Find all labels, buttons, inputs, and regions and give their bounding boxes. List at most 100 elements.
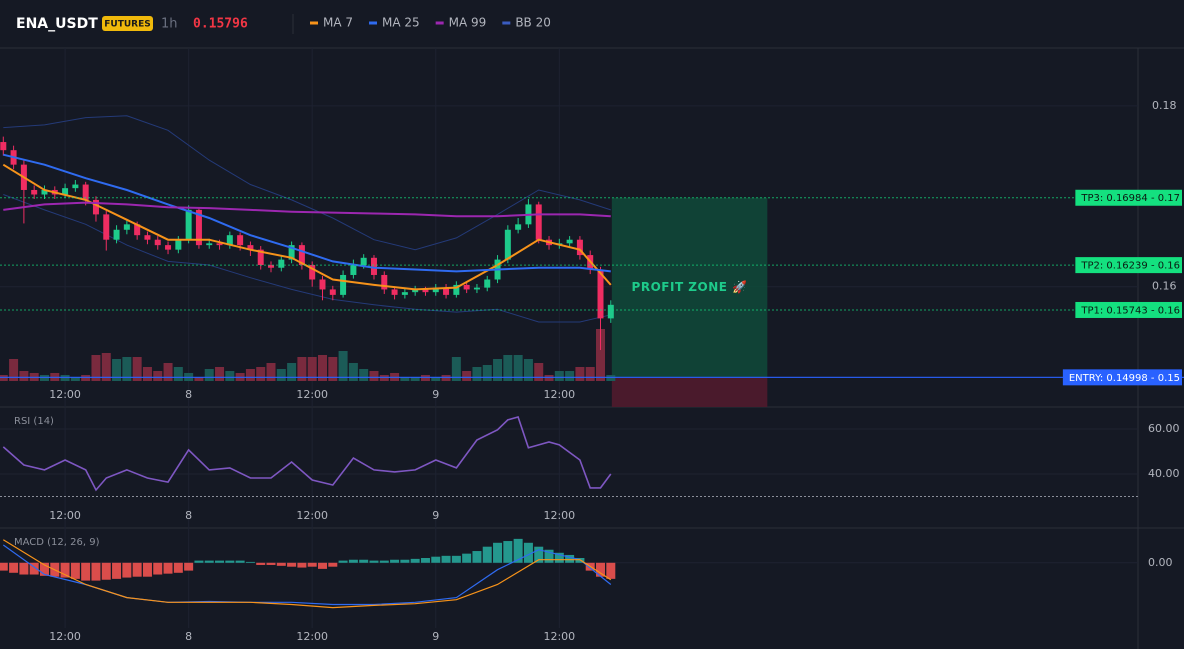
candle-body: [216, 243, 223, 246]
candle-body: [103, 214, 110, 240]
x-tick-label: 12:00: [543, 630, 575, 643]
legend-label: MA 7: [323, 16, 353, 30]
macd-histogram: [390, 559, 400, 563]
volume-bar: [400, 377, 410, 381]
volume-bar: [472, 367, 482, 381]
volume-bar: [153, 371, 163, 381]
macd-histogram: [142, 562, 152, 577]
bb-upper: [3, 115, 611, 251]
macd-histogram: [132, 562, 142, 577]
x-tick-label: 12:00: [49, 509, 81, 522]
macd-histogram: [441, 555, 451, 563]
macd-histogram: [0, 562, 8, 571]
candle-body: [185, 209, 192, 240]
candle-body: [92, 199, 99, 215]
volume-bar: [493, 359, 503, 381]
volume-bar: [441, 375, 451, 381]
macd-histogram: [317, 562, 327, 569]
candle-body: [401, 292, 408, 295]
level-tag-label: ENTRY: 0.14998 - 0.15: [1069, 373, 1180, 384]
volume-bar: [606, 375, 616, 381]
volume-bar: [9, 359, 19, 381]
candle-body: [257, 249, 264, 266]
candle-body: [422, 289, 429, 293]
macd-histogram: [235, 560, 245, 563]
volume-bar: [565, 371, 575, 381]
macd-histogram: [359, 559, 369, 563]
macd-histogram: [276, 562, 286, 566]
candle-body: [515, 224, 522, 230]
macd-histogram: [29, 562, 39, 575]
volume-bar: [122, 357, 132, 381]
macd-histogram: [101, 562, 111, 580]
candle-body: [340, 274, 347, 295]
volume-bar: [317, 355, 327, 381]
macd-histogram: [173, 562, 183, 573]
level-tag-label: TP1: 0.15743 - 0.16: [1080, 305, 1180, 316]
macd-histogram: [112, 562, 122, 579]
candle-body: [504, 229, 511, 260]
candle-body: [350, 265, 357, 275]
macd-histogram: [400, 559, 410, 563]
candle-body: [195, 209, 202, 246]
legend-label: BB 20: [515, 16, 551, 30]
candle-body: [298, 245, 305, 266]
volume-bar: [19, 371, 29, 381]
level-tag: [1075, 301, 1182, 318]
x-tick-label: 12:00: [49, 388, 81, 401]
macd-histogram: [462, 553, 472, 563]
volume-bar: [163, 363, 173, 381]
volume-bar: [256, 367, 266, 381]
macd-histogram: [338, 560, 348, 563]
macd-histogram: [328, 562, 338, 567]
volume-bar: [132, 357, 142, 381]
volume-bar: [112, 359, 122, 381]
volume-bar: [585, 367, 595, 381]
signal-line: [2, 539, 612, 609]
macd-histogram: [307, 562, 317, 567]
volume-bar: [451, 357, 461, 381]
macd-histogram: [163, 562, 173, 574]
macd-histogram: [215, 560, 225, 563]
candle-body: [31, 189, 38, 195]
volume-bar: [348, 363, 358, 381]
macd-histogram: [410, 558, 420, 563]
volume-bar: [534, 363, 544, 381]
volume-bar: [245, 369, 255, 381]
x-tick-label: 9: [432, 388, 439, 401]
candle-body: [370, 257, 377, 275]
candle-body: [278, 259, 285, 268]
candle-body: [432, 287, 439, 293]
profit-zone: [611, 197, 768, 378]
macd-histogram: [19, 562, 29, 575]
candle-body: [82, 184, 89, 200]
candle-body: [165, 245, 172, 250]
volume-bar: [142, 367, 152, 381]
macd-histogram: [544, 549, 554, 563]
y-tick-label: 0.00: [1148, 556, 1173, 569]
x-tick-label: 12:00: [296, 509, 328, 522]
volume-bar: [204, 369, 214, 381]
volume-bar: [544, 375, 554, 381]
volume-bar: [225, 371, 235, 381]
candle-body: [175, 239, 182, 250]
macd-histogram: [70, 562, 80, 579]
candle-body: [62, 188, 69, 195]
candle-body: [463, 284, 470, 290]
macd-histogram: [225, 560, 235, 563]
macd-histogram: [194, 560, 204, 563]
macd-histogram: [39, 562, 49, 576]
macd-histogram: [431, 556, 441, 563]
x-tick-label: 12:00: [296, 388, 328, 401]
candle-body: [329, 289, 336, 295]
candle-body: [288, 245, 295, 260]
macd-histogram: [554, 552, 564, 563]
volume-bar: [369, 371, 379, 381]
volume-bar: [91, 355, 101, 381]
candle-body: [0, 142, 7, 151]
candle-body: [144, 235, 151, 240]
legend-label: MA 99: [449, 16, 487, 30]
x-tick-label: 9: [432, 630, 439, 643]
volume-bar: [328, 357, 338, 381]
